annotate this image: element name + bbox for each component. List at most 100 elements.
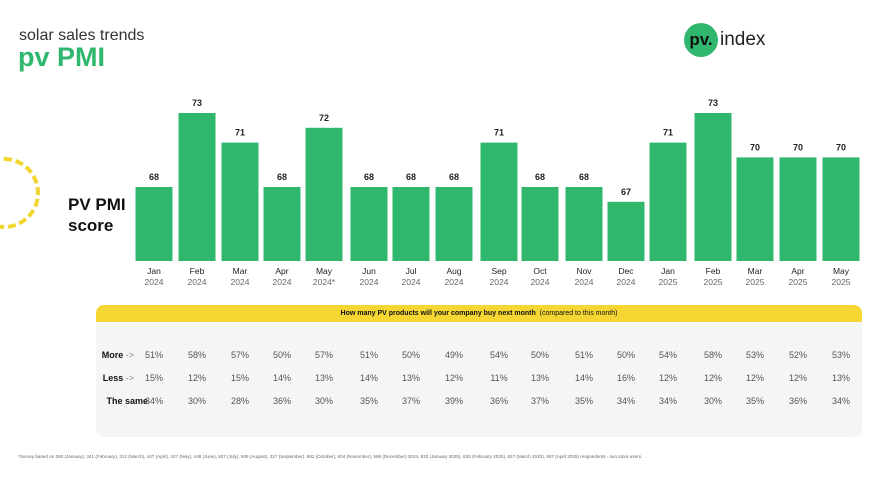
logo: pv. index — [684, 23, 765, 57]
table-cell: 57% — [230, 350, 250, 360]
table-cell: 51% — [574, 350, 594, 360]
bar — [607, 201, 645, 261]
footnote: *Survey based on 260 (January), 341 (Feb… — [18, 454, 643, 459]
table-cell: 50% — [272, 350, 292, 360]
data-label: 71 — [663, 128, 673, 138]
data-label: 70 — [750, 142, 760, 152]
data-label: 70 — [793, 142, 803, 152]
bar — [305, 127, 343, 261]
table-cell: 36% — [272, 396, 292, 406]
table-cell: 12% — [703, 373, 723, 383]
bar — [263, 187, 301, 261]
table-cell: 34% — [616, 396, 636, 406]
table-cell: 34% — [658, 396, 678, 406]
x-tick-month: May — [833, 266, 850, 276]
page-title: pv PMI — [18, 42, 106, 72]
table-cell: 13% — [401, 373, 421, 383]
table-cell: 15% — [144, 373, 164, 383]
table-cell: 12% — [788, 373, 808, 383]
table-cell: 34% — [144, 396, 164, 406]
data-label: 70 — [836, 142, 846, 152]
x-tick-month: Apr — [791, 266, 804, 276]
bar — [565, 187, 603, 261]
data-label: 71 — [494, 128, 504, 138]
x-tick-year: 2024 — [231, 277, 250, 287]
data-label: 68 — [449, 172, 459, 182]
x-tick-year: 2024* — [313, 277, 336, 287]
table-cell: 52% — [788, 350, 808, 360]
bar-chart: 68Jan202473Feb202471Mar202468Apr202472Ma… — [135, 98, 860, 287]
bar — [736, 157, 774, 261]
x-tick-month: Dec — [618, 266, 634, 276]
arrow-icon: -> — [123, 373, 134, 383]
table-cell: 16% — [616, 373, 636, 383]
bar — [221, 142, 259, 261]
table-cell: 50% — [401, 350, 421, 360]
table-cell: 11% — [490, 373, 508, 383]
x-tick-month: Mar — [233, 266, 248, 276]
table-cell: 57% — [314, 350, 334, 360]
table-cell: 36% — [788, 396, 808, 406]
table-cell: 13% — [530, 373, 550, 383]
x-tick-year: 2024 — [188, 277, 207, 287]
data-label: 68 — [277, 172, 287, 182]
bar — [135, 187, 173, 261]
x-tick-month: Nov — [576, 266, 592, 276]
data-label: 67 — [621, 187, 631, 197]
bar — [480, 142, 518, 261]
x-tick-month: Oct — [533, 266, 547, 276]
x-tick-year: 2024 — [617, 277, 636, 287]
table-cell: 53% — [831, 350, 851, 360]
data-label: 68 — [364, 172, 374, 182]
x-tick-month: Feb — [706, 266, 721, 276]
logo-text: index — [720, 29, 766, 50]
table-cell: 12% — [658, 373, 678, 383]
table-cell: 36% — [489, 396, 509, 406]
table-cell: 50% — [616, 350, 636, 360]
table-cell: 12% — [444, 373, 464, 383]
bar — [822, 157, 860, 261]
table-cell: 13% — [314, 373, 334, 383]
table-cell: 50% — [530, 350, 550, 360]
table-cell: 53% — [745, 350, 765, 360]
table-cell: 14% — [272, 373, 292, 383]
table-cell: 30% — [187, 396, 207, 406]
table-cell: 13% — [831, 373, 851, 383]
table-cell: 34% — [831, 396, 851, 406]
table-cell: 12% — [187, 373, 207, 383]
bar — [694, 113, 732, 261]
bar — [779, 157, 817, 261]
data-label: 68 — [579, 172, 589, 182]
table-cell: 15% — [230, 373, 250, 383]
x-tick-year: 2025 — [789, 277, 808, 287]
table-question: How many PV products will your company b… — [340, 310, 536, 317]
x-tick-year: 2024 — [402, 277, 421, 287]
data-label: 73 — [708, 98, 718, 108]
x-tick-year: 2024 — [575, 277, 594, 287]
data-label: 68 — [535, 172, 545, 182]
x-tick-year: 2025 — [704, 277, 723, 287]
x-tick-year: 2025 — [659, 277, 678, 287]
data-label: 73 — [192, 98, 202, 108]
bar — [392, 187, 430, 261]
x-tick-month: Jan — [661, 266, 675, 276]
table-cell: 54% — [658, 350, 678, 360]
subtitle: solar sales trends — [19, 27, 145, 44]
x-tick-year: 2024 — [360, 277, 379, 287]
x-tick-month: Apr — [275, 266, 288, 276]
data-label: 68 — [406, 172, 416, 182]
table-cell: 12% — [745, 373, 765, 383]
table-cell: 58% — [187, 350, 207, 360]
table-cell: 49% — [444, 350, 464, 360]
table-cell: 14% — [359, 373, 379, 383]
bar — [435, 187, 473, 261]
table-question-note: (compared to this month) — [539, 310, 618, 317]
x-tick-month: Mar — [748, 266, 763, 276]
table-cell: 37% — [401, 396, 421, 406]
x-tick-year: 2024 — [531, 277, 550, 287]
bar — [521, 187, 559, 261]
x-tick-month: Feb — [190, 266, 205, 276]
x-tick-year: 2024 — [273, 277, 292, 287]
y-axis-label: PV PMI score — [68, 195, 126, 235]
survey-table: How many PV products will your company b… — [96, 305, 862, 437]
